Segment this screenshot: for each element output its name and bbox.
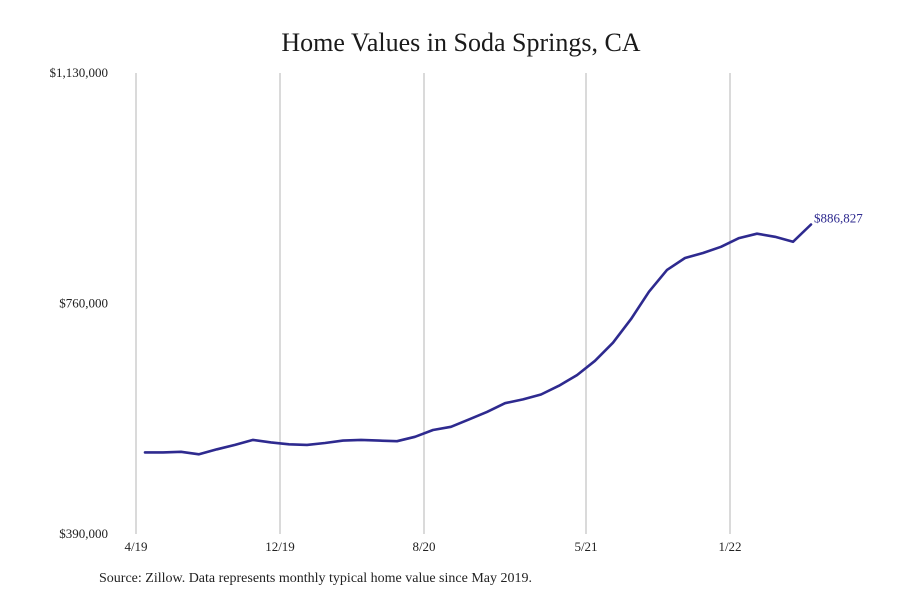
gridlines <box>135 73 731 534</box>
x-tick-label: 4/19 <box>124 539 147 554</box>
x-tick-label: 5/21 <box>574 539 597 554</box>
y-tick-label: $760,000 <box>59 296 108 311</box>
series-line <box>143 223 813 456</box>
source-note: Source: Zillow. Data represents monthly … <box>99 571 532 586</box>
x-tick-label: 12/19 <box>265 539 295 554</box>
x-axis-ticks: 4/19 12/19 8/20 5/21 1/22 <box>124 539 741 554</box>
chart-title: Home Values in Soda Springs, CA <box>281 28 640 57</box>
y-tick-label: $1,130,000 <box>50 65 109 80</box>
y-axis-ticks: $390,000 $760,000 $1,130,000 <box>50 65 109 541</box>
x-tick-label: 1/22 <box>718 539 741 554</box>
y-tick-label: $390,000 <box>59 526 108 541</box>
x-tick-label: 8/20 <box>412 539 435 554</box>
end-value-label: $886,827 <box>814 210 863 225</box>
